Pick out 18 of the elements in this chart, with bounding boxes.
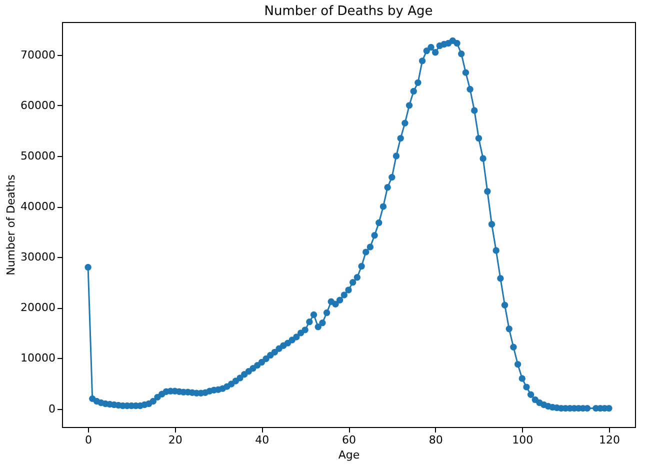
x-tick-label: 20 (168, 434, 182, 446)
chart-title: Number of Deaths by Age (264, 4, 433, 19)
y-tick-label: 10000 (20, 352, 56, 365)
x-tick-label: 60 (342, 434, 356, 446)
x-tick-label: 100 (512, 434, 534, 446)
x-tick-label: 80 (428, 434, 443, 446)
y-axis-title: Number of Deaths (4, 174, 18, 276)
y-tick-label: 70000 (20, 48, 56, 62)
y-tick-label: 60000 (20, 98, 56, 112)
y-tick-label: 0 (48, 402, 56, 416)
x-tick-label: 0 (85, 434, 92, 446)
y-tick-label: 20000 (20, 301, 56, 314)
x-tick-label: 40 (255, 434, 270, 446)
y-tick-label: 40000 (20, 200, 56, 214)
x-tick-label: 120 (598, 434, 620, 446)
y-tick-label: 30000 (20, 250, 56, 264)
y-tick-label: 50000 (20, 149, 56, 162)
x-axis-title: Age (338, 448, 360, 462)
